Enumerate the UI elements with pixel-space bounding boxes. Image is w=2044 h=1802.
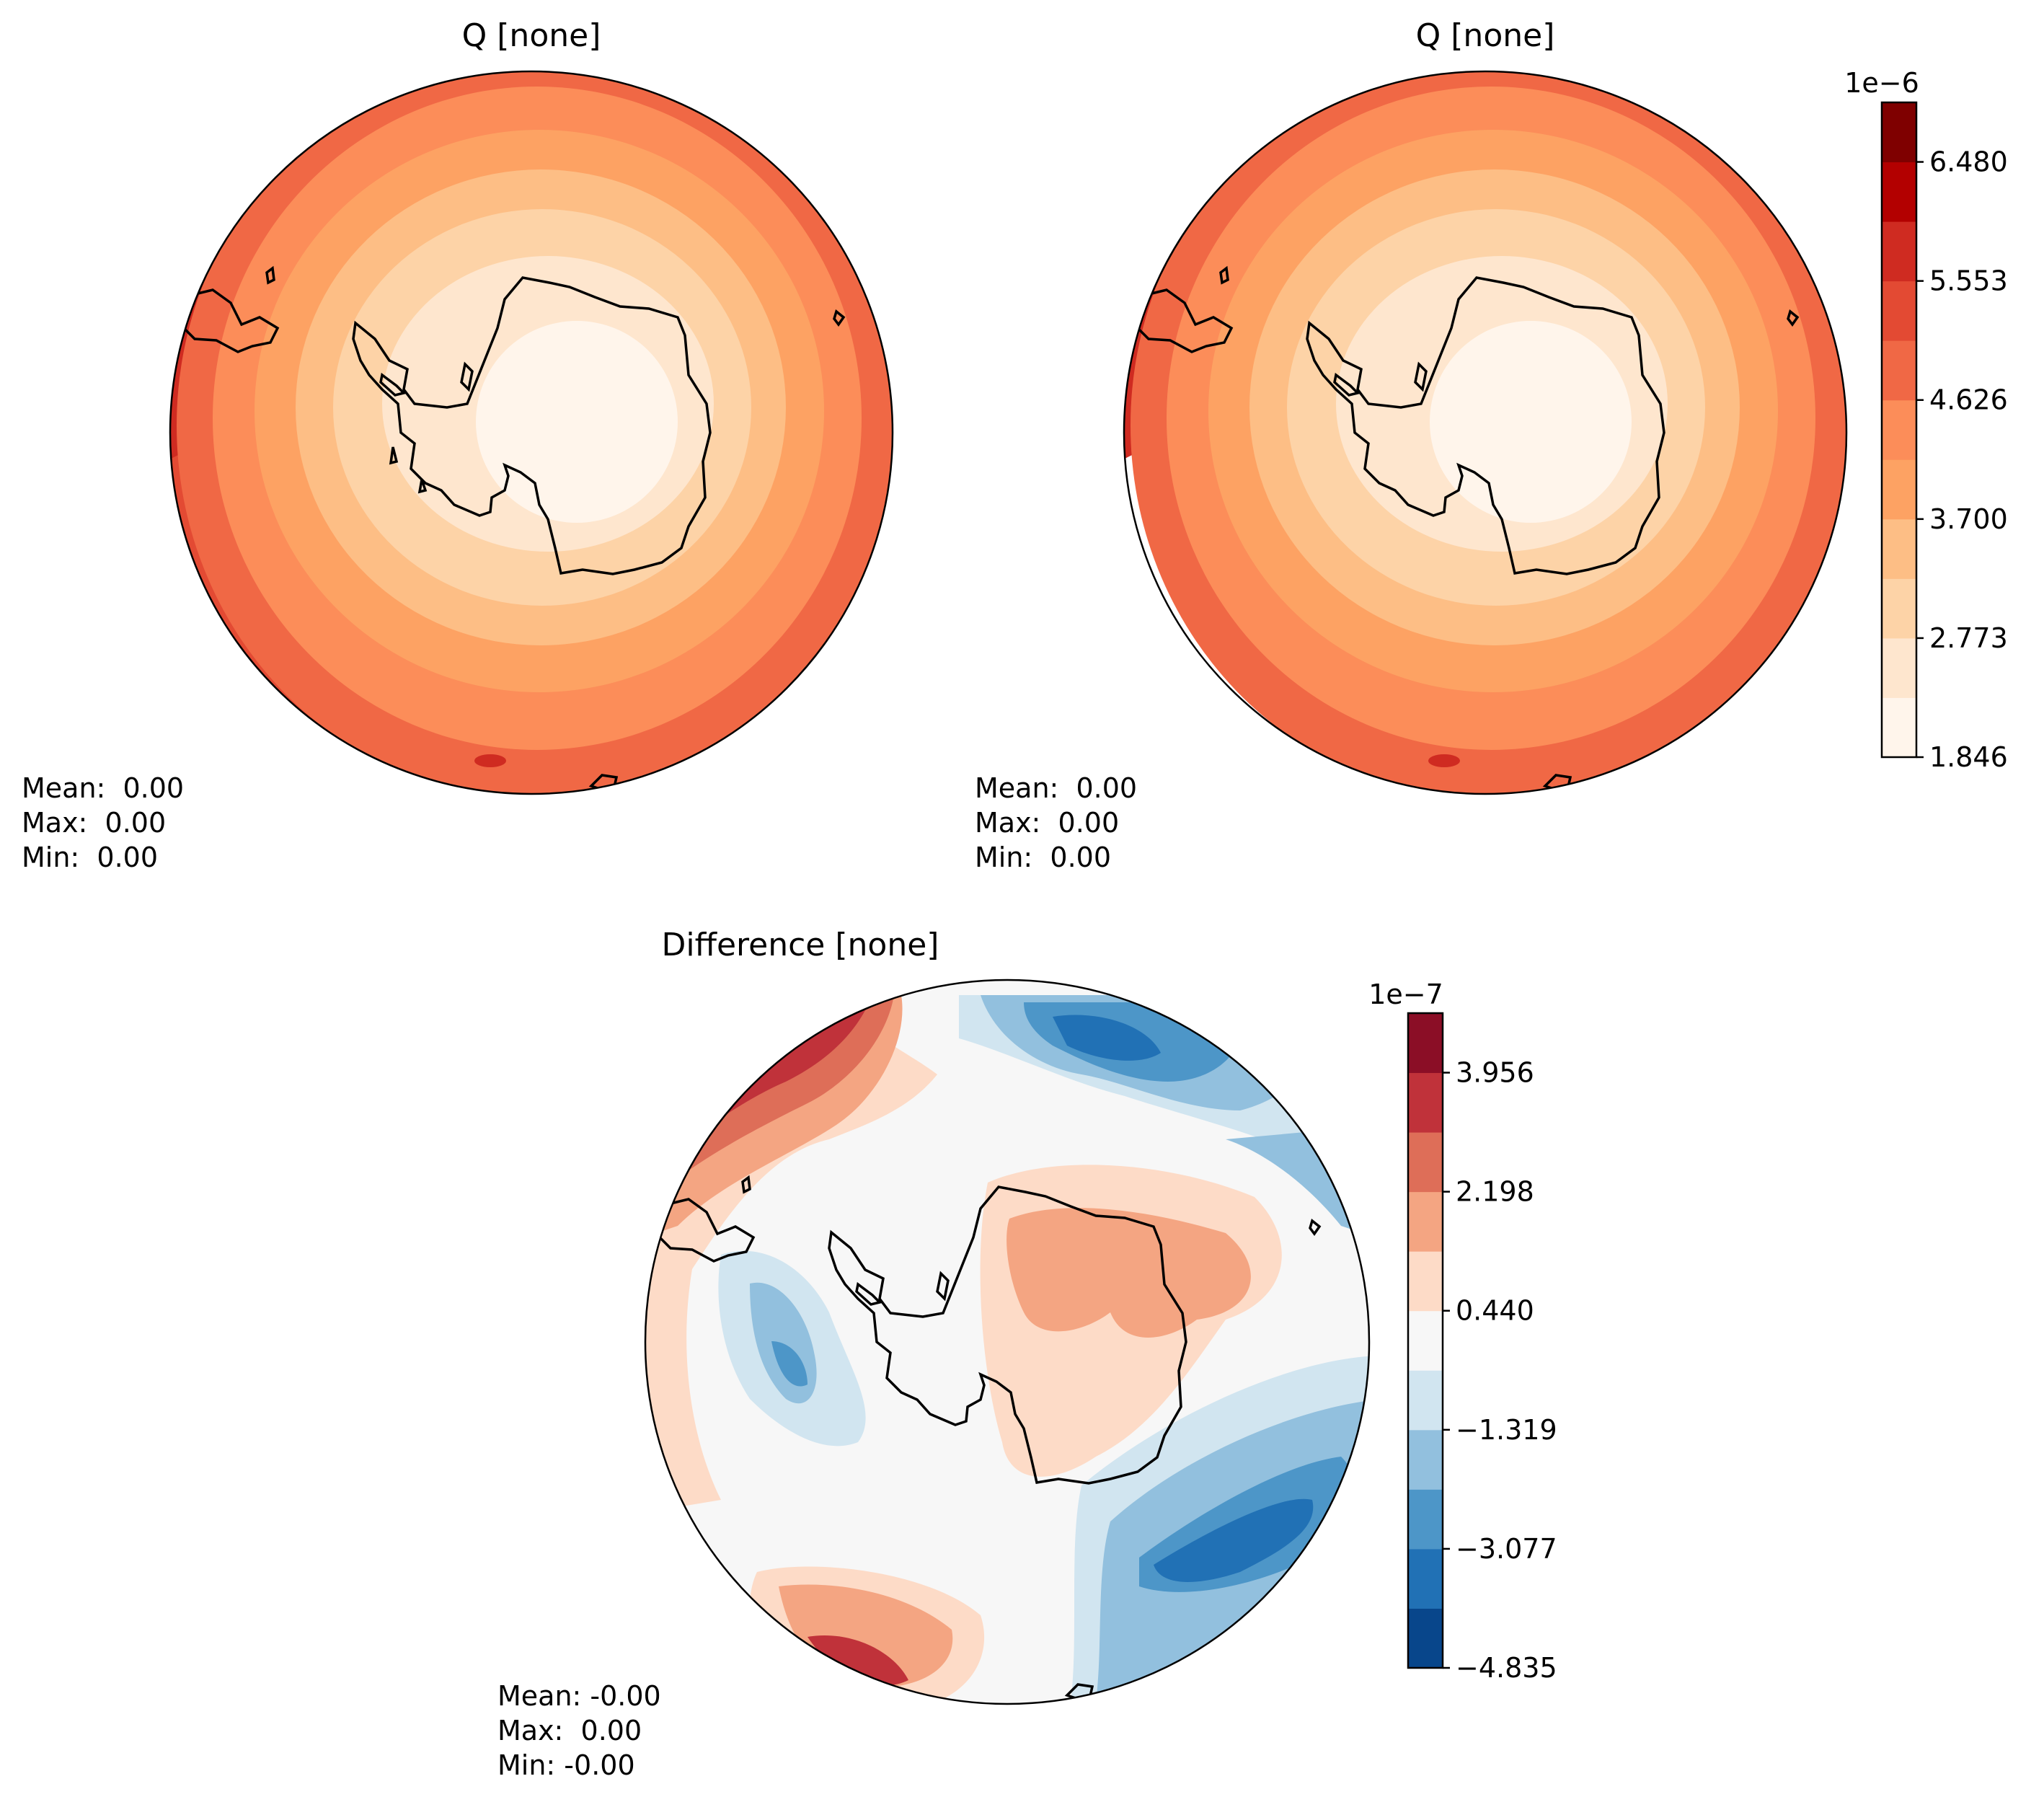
colorbar-2-ticks: 3.956 2.198 0.440 −1.319 −3.077 −4.835 [1443, 1057, 1557, 1684]
panel-3-boundary [644, 979, 1371, 1705]
colorbar-2-cell [1408, 1072, 1443, 1133]
panel-1-boundary [169, 70, 894, 795]
colorbar-1-tick-label: 4.626 [1929, 384, 2008, 416]
panel-2-stats: Mean: 0.00 Max: 0.00 Min: 0.00 [975, 772, 1137, 873]
colorbar-1-exponent: 1e−6 [1844, 67, 1919, 99]
colorbar-1-cell [1882, 697, 1916, 758]
panel-1-stat-min: Min: 0.00 [22, 842, 158, 873]
colorbar-1-cell [1882, 637, 1916, 698]
colorbar-1-tick-label: 6.480 [1929, 146, 2008, 178]
colorbar-1-cell [1882, 102, 1916, 163]
colorbar-2-cell [1408, 1310, 1443, 1371]
panel-3-stat-mean: Mean: -0.00 [497, 1680, 661, 1712]
panel-2-stat-min: Min: 0.00 [975, 842, 1111, 873]
colorbar-1-tick-label: 3.700 [1929, 503, 2008, 535]
panel-1-stats: Mean: 0.00 Max: 0.00 Min: 0.00 [22, 772, 184, 873]
panel-1-title: Q [none] [462, 17, 601, 54]
panel-2-boundary [1123, 70, 1848, 795]
colorbar-1-tick-label: 2.773 [1929, 622, 2008, 654]
colorbar-1-tick-label: 5.553 [1929, 265, 2008, 297]
colorbar-1-tick-label: 1.846 [1929, 741, 2008, 773]
colorbar-2: 1e−7 3.956 2.198 0.440 −1.319 −3.077 −4.835 [1368, 979, 1557, 1684]
colorbar-2-tick-label: 0.440 [1456, 1295, 1534, 1327]
colorbar-1-cells [1882, 102, 1916, 758]
colorbar-1-frame [1880, 101, 1918, 759]
colorbar-2-cell [1408, 1608, 1443, 1669]
panel-1-map [170, 71, 893, 794]
panel-2-stat-max: Max: 0.00 [975, 807, 1119, 839]
colorbar-2-cell [1408, 1191, 1443, 1252]
colorbar-2-cell [1408, 1370, 1443, 1431]
colorbar-1: 1e−6 6.480 5.553 4.626 3.700 2.773 1.846 [1844, 67, 2008, 773]
colorbar-2-tick-label: 2.198 [1456, 1176, 1534, 1208]
colorbar-2-exponent: 1e−7 [1368, 979, 1443, 1010]
colorbar-1-cell [1882, 281, 1916, 341]
panel-3-map [645, 980, 1369, 1704]
panel-2-map [1124, 71, 1846, 794]
panel-3-stats: Mean: -0.00 Max: 0.00 Min: -0.00 [497, 1680, 661, 1781]
colorbar-2-cell [1408, 1132, 1443, 1193]
colorbar-2-cells [1408, 1013, 1443, 1669]
panel-2-stat-mean: Mean: 0.00 [975, 772, 1137, 804]
colorbar-2-cell [1408, 1489, 1443, 1550]
colorbar-1-cell [1882, 340, 1916, 401]
panel-3-stat-max: Max: 0.00 [497, 1715, 642, 1746]
panel-3-title: Difference [none] [662, 927, 939, 963]
colorbar-2-cell [1408, 1251, 1443, 1312]
colorbar-2-tick-label: −3.077 [1456, 1533, 1557, 1565]
panel-2-title: Q [none] [1416, 17, 1555, 54]
panel-1-stat-mean: Mean: 0.00 [22, 772, 184, 804]
colorbar-1-cell [1882, 221, 1916, 282]
colorbar-1-cell [1882, 518, 1916, 579]
colorbar-1-cell [1882, 162, 1916, 222]
colorbar-2-tick-label: 3.956 [1456, 1057, 1534, 1089]
panel-1-stat-max: Max: 0.00 [22, 807, 166, 839]
panel-3-stat-min: Min: -0.00 [497, 1749, 635, 1781]
colorbar-2-tick-label: −4.835 [1456, 1652, 1557, 1684]
colorbar-2-cell [1408, 1013, 1443, 1074]
colorbar-1-cell [1882, 399, 1916, 460]
colorbar-2-cell [1408, 1429, 1443, 1490]
colorbar-1-cell [1882, 459, 1916, 520]
colorbar-2-frame [1407, 1012, 1444, 1669]
colorbar-1-cell [1882, 578, 1916, 639]
colorbar-2-tick-label: −1.319 [1456, 1414, 1557, 1446]
colorbar-1-ticks: 6.480 5.553 4.626 3.700 2.773 1.846 [1916, 146, 2008, 773]
colorbar-2-cell [1408, 1548, 1443, 1609]
